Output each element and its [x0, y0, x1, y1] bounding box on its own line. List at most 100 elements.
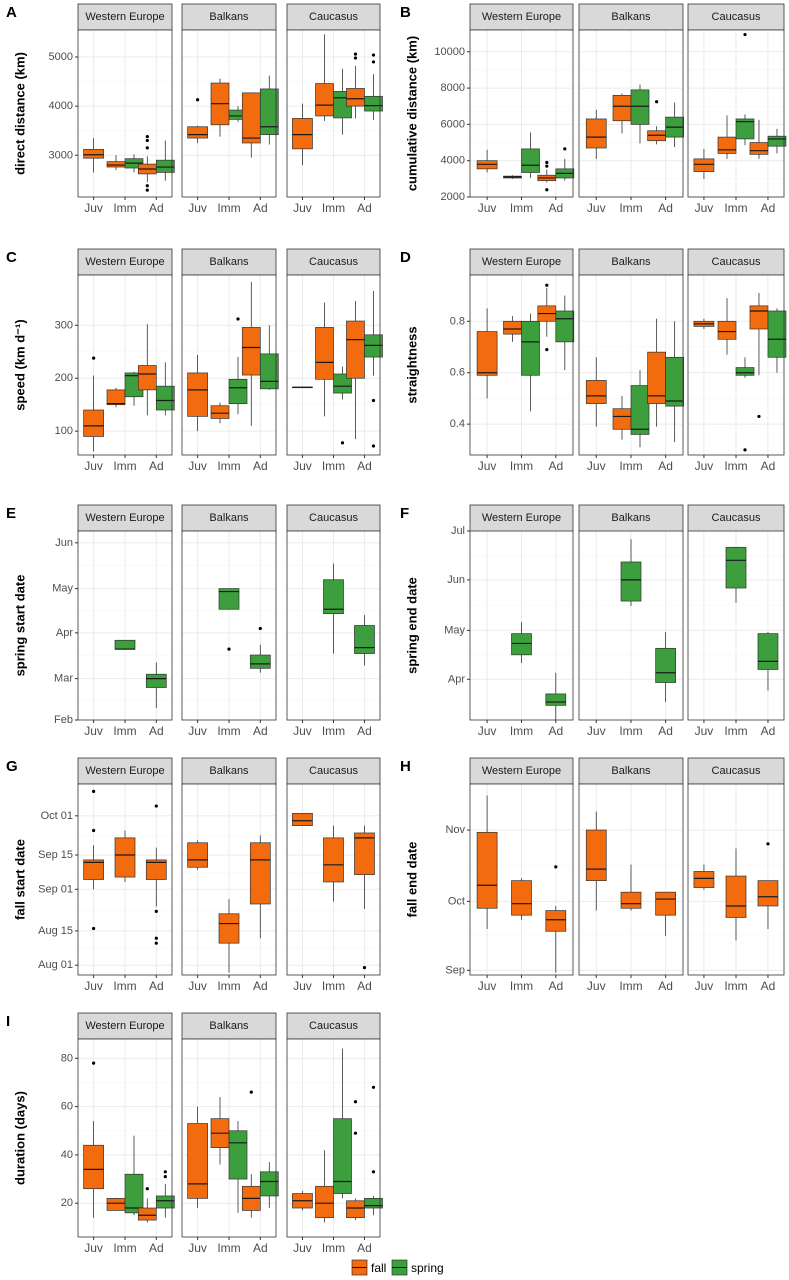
- facet-caucasus: Caucasus Juv Imm Ad: [286, 248, 383, 473]
- y-tick-label: 3000: [49, 149, 73, 161]
- x-tick-label: Ad: [357, 1241, 372, 1255]
- facet-strip: [469, 248, 574, 276]
- facet-balkans: Balkans Juv Imm Ad: [578, 3, 684, 215]
- x-tick-label: Ad: [357, 979, 372, 993]
- box-juv-fall: [83, 356, 104, 452]
- x-tick-label: Ad: [149, 979, 164, 993]
- box-body: [521, 320, 540, 376]
- x-tick-label: Ad: [149, 724, 164, 738]
- facet-caucasus: Caucasus Juv Imm Ad: [286, 504, 381, 738]
- box-body: [218, 588, 240, 610]
- box-ad-spring: [249, 626, 271, 673]
- x-tick-label: Juv: [188, 979, 207, 993]
- box-ad-spring: [767, 128, 787, 154]
- y-tick-label: 2000: [441, 191, 465, 203]
- box-ad-spring: [364, 1085, 383, 1216]
- outlier-point: [353, 1100, 358, 1104]
- x-tick-label: Imm: [217, 979, 240, 993]
- y-axis-label: spring start date: [13, 575, 28, 677]
- y-tick-label: Sep 15: [38, 849, 73, 861]
- y-tick-label: 0.4: [450, 418, 465, 430]
- box-ad-spring: [555, 147, 575, 181]
- box-body: [555, 310, 575, 343]
- box-body: [187, 372, 208, 417]
- outlier-point: [545, 164, 549, 168]
- outlier-point: [743, 32, 747, 37]
- box-imm-spring: [630, 84, 650, 144]
- y-tick-label: Mar: [54, 673, 73, 685]
- outlier-point: [655, 100, 659, 104]
- x-tick-label: Imm: [510, 979, 533, 993]
- y-axis-label: fall end date: [405, 842, 420, 918]
- box-imm-fall: [717, 115, 737, 159]
- x-tick-label: Ad: [253, 979, 268, 993]
- box-body: [137, 365, 157, 391]
- x-tick-label: Ad: [761, 724, 776, 738]
- facet-strip: [578, 504, 684, 532]
- box-juv-fall: [585, 109, 607, 159]
- y-tick-label: Oct: [448, 895, 465, 907]
- x-tick-label: Imm: [322, 979, 345, 993]
- box-imm-spring: [333, 366, 352, 445]
- box-ad-spring: [545, 672, 567, 720]
- box-juv-fall: [187, 840, 208, 870]
- box-body: [241, 92, 261, 144]
- box-body: [620, 561, 642, 602]
- box-juv-fall: [83, 1061, 104, 1218]
- box-body: [511, 880, 532, 916]
- box-ad-spring: [155, 1170, 175, 1218]
- box-body: [749, 142, 769, 155]
- outlier-point: [545, 283, 549, 287]
- box-imm-fall: [620, 864, 642, 911]
- facet-title: Western Europe: [85, 512, 164, 524]
- outlier-point: [371, 398, 376, 403]
- box-body: [323, 837, 344, 883]
- facet-strip: [181, 248, 277, 276]
- box-body: [717, 320, 737, 340]
- x-tick-label: Ad: [658, 201, 673, 215]
- x-tick-label: Ad: [149, 459, 164, 473]
- x-tick-label: Ad: [548, 724, 563, 738]
- outlier-point: [554, 865, 558, 869]
- box-imm-spring: [228, 317, 248, 415]
- y-tick-label: 8000: [441, 82, 465, 94]
- facet-western-europe: Western Europe Juv Imm Ad: [77, 3, 175, 215]
- box-body: [210, 405, 230, 419]
- box-juv-fall: [693, 864, 715, 890]
- box-imm-fall: [210, 1096, 230, 1165]
- x-tick-label: Imm: [322, 459, 345, 473]
- facet-strip: [578, 248, 684, 276]
- box-ad-fall: [655, 891, 676, 936]
- facet-strip: [181, 757, 277, 785]
- box-imm-fall: [315, 302, 334, 417]
- x-tick-label: Juv: [293, 459, 312, 473]
- box-ad-spring: [364, 53, 383, 120]
- box-body: [612, 408, 632, 430]
- outlier-point: [92, 828, 96, 833]
- outlier-point: [145, 188, 149, 192]
- x-tick-label: Imm: [113, 724, 136, 738]
- box-imm-fall: [106, 387, 126, 408]
- box-ad-fall: [145, 804, 167, 945]
- facet-title: Western Europe: [85, 256, 164, 268]
- outlier-point: [154, 941, 158, 945]
- facet-western-europe: Western Europe Juv Imm Ad: [469, 504, 574, 738]
- box-imm-spring: [511, 622, 532, 663]
- facet-balkans: Balkans Juv Imm Ad: [181, 757, 277, 993]
- outlier-point: [92, 356, 96, 360]
- box-imm-spring: [521, 132, 540, 178]
- facet-title: Balkans: [209, 256, 249, 268]
- outlier-point: [743, 448, 747, 452]
- box-body: [521, 148, 540, 173]
- x-tick-label: Juv: [695, 459, 714, 473]
- box-ad-spring: [259, 325, 279, 390]
- outlier-point: [145, 138, 149, 143]
- box-ad-spring: [555, 295, 575, 371]
- box-body: [585, 829, 607, 882]
- facet-strip: [77, 504, 173, 532]
- y-tick-label: May: [52, 583, 73, 595]
- facet-strip: [77, 1012, 173, 1040]
- facet-title: Balkans: [611, 512, 651, 524]
